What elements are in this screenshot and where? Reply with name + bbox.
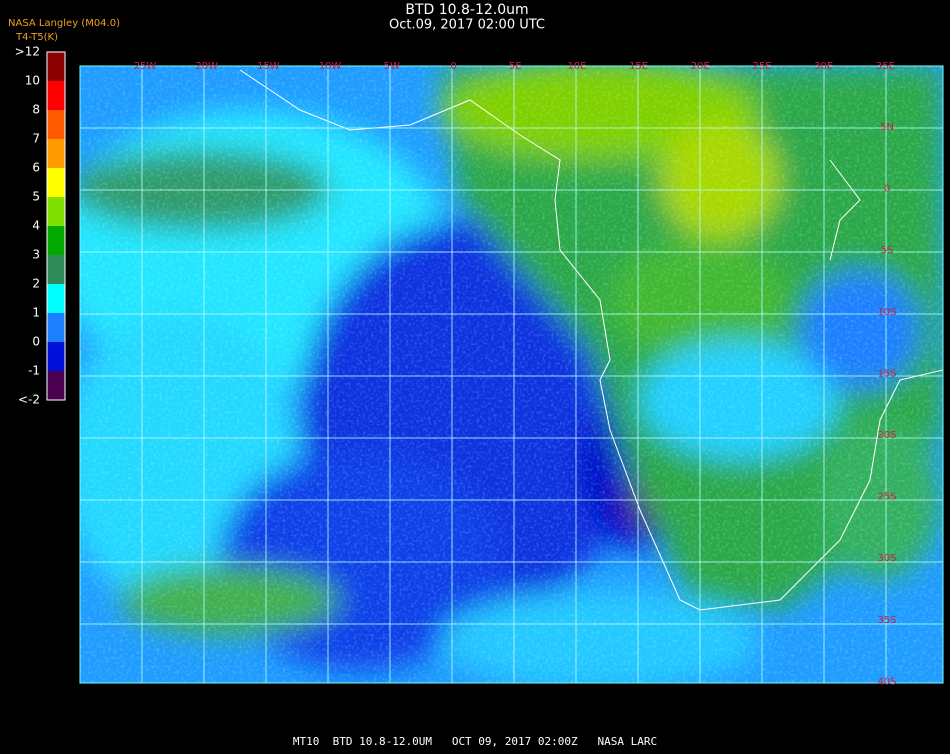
title: BTD 10.8-12.0um — [405, 2, 528, 18]
colorbar-label: 1 — [32, 306, 40, 320]
colorbar-swatch — [47, 168, 65, 197]
colorbar-swatch — [47, 255, 65, 284]
longitude-label: 15W — [257, 61, 280, 72]
longitude-label: 20W — [195, 61, 218, 72]
colorbar-swatch — [47, 226, 65, 255]
colorbar-swatch — [47, 284, 65, 313]
latitude-label: 5N — [880, 122, 894, 133]
longitude-label: 0 — [450, 61, 456, 72]
longitude-label: 5W — [384, 61, 400, 72]
subtitle: Oct.09, 2017 02:00 UTC — [389, 18, 545, 33]
colorbar-swatch — [47, 52, 65, 81]
satellite-image — [80, 66, 943, 683]
latitude-label: 5S — [881, 245, 894, 256]
colorbar-frame — [46, 51, 66, 401]
colorbar-label: 7 — [32, 132, 40, 146]
colorbar-swatch — [47, 110, 65, 139]
longitude-label: 20E — [691, 61, 710, 72]
latitude-label: 10S — [877, 307, 896, 318]
latitude-label: 15S — [877, 368, 896, 379]
latitude-label: 20S — [877, 430, 896, 441]
latitude-label: 35S — [877, 615, 896, 626]
latitude-label: 0 — [884, 184, 890, 195]
longitude-label: 5E — [509, 61, 522, 72]
longitude-label: 10W — [319, 61, 342, 72]
colorbar-label: -1 — [28, 364, 40, 378]
colorbar-swatch — [47, 371, 65, 400]
map-frame — [79, 65, 944, 684]
colorbar-label: 5 — [32, 190, 40, 204]
colorbar-label: 6 — [32, 161, 40, 175]
colorbar-label: 2 — [32, 277, 40, 291]
colorbar-swatch — [47, 197, 65, 226]
lat-lon-grid — [79, 66, 943, 683]
colorbar-label: 0 — [32, 335, 40, 349]
longitude-label: 25E — [752, 61, 771, 72]
colorbar-label: >12 — [15, 45, 40, 59]
colorbar-label: 3 — [32, 248, 40, 262]
colorbar-swatch — [47, 139, 65, 168]
latitude-label: 40S — [877, 676, 896, 687]
latitude-label: 25S — [877, 492, 896, 503]
longitude-label: 15E — [629, 61, 648, 72]
footer: MT10 BTD 10.8-12.0UM OCT 09, 2017 02:00Z… — [293, 735, 657, 748]
units-label: T4-T5(K) — [15, 32, 58, 43]
colorbar-label: 10 — [25, 74, 40, 88]
colorbar-swatch — [47, 342, 65, 371]
longitude-label: 25W — [134, 61, 157, 72]
colorbar-swatch — [47, 81, 65, 110]
colorbar-label: 8 — [32, 103, 40, 117]
colorbar-swatch — [47, 313, 65, 342]
longitude-label: 10E — [567, 61, 586, 72]
longitude-label: 35E — [876, 61, 895, 72]
latitude-label: 30S — [877, 553, 896, 564]
source-label: NASA Langley (M04.0) — [8, 18, 120, 29]
longitude-label: 30E — [814, 61, 833, 72]
colorbar-label: 4 — [32, 219, 40, 233]
colorbar-label: <-2 — [18, 393, 40, 407]
